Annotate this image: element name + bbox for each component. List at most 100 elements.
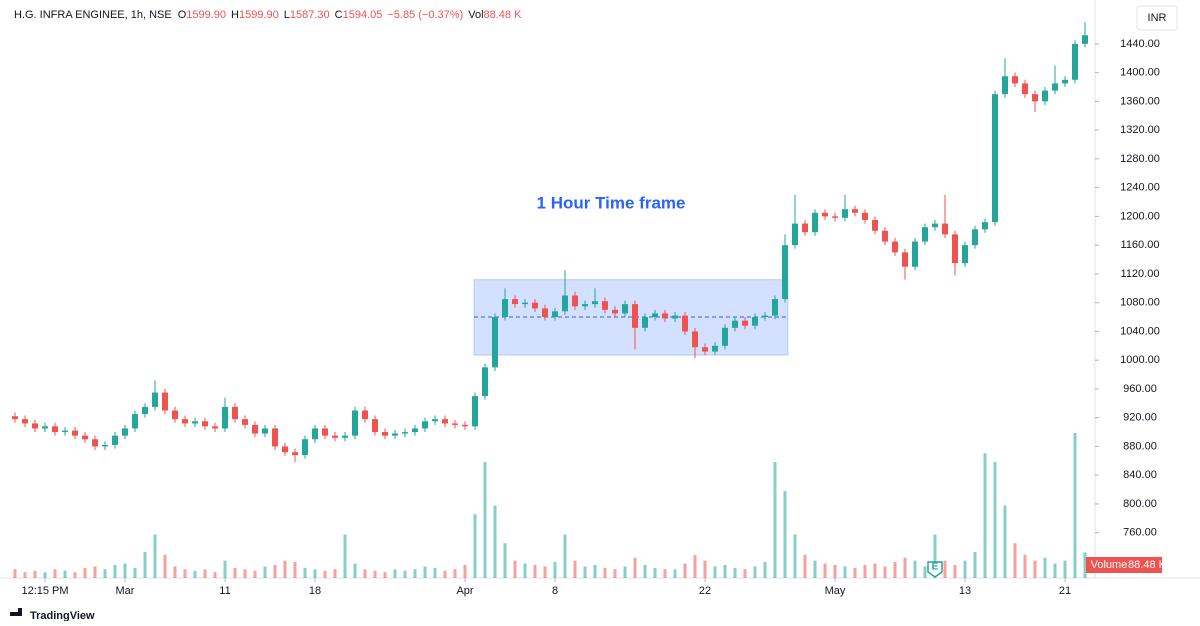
candle-body — [392, 433, 398, 436]
candle-body — [372, 419, 378, 433]
volume-bar — [373, 570, 377, 578]
y-tick-label: 1280.00 — [1120, 153, 1160, 165]
volume-bar — [973, 551, 977, 578]
candle-body — [172, 410, 178, 420]
earnings-marker — [927, 561, 943, 578]
candle-body — [682, 315, 688, 332]
volume-bar — [543, 566, 547, 578]
volume-bar — [693, 554, 697, 578]
candle-body — [902, 252, 908, 267]
y-tick-label: 1240.00 — [1120, 182, 1160, 194]
candle-body — [12, 416, 18, 420]
candle-body — [882, 230, 888, 242]
candle-body — [122, 428, 128, 436]
volume-bar — [653, 567, 657, 578]
candle-body — [472, 396, 478, 427]
candle-body — [482, 367, 488, 397]
volume-bar — [23, 572, 27, 578]
y-tick-label: 800.00 — [1123, 498, 1157, 510]
volume-bar — [53, 569, 57, 578]
candle-body — [632, 304, 638, 328]
volume-bar — [893, 562, 897, 578]
candle-body — [232, 406, 238, 420]
candle-body — [592, 301, 598, 305]
y-tick-label: 880.00 — [1123, 440, 1157, 452]
legend-item: 1594.05 — [343, 9, 383, 21]
volume-bar — [993, 462, 997, 578]
volume-bar — [333, 569, 337, 578]
volume-bar — [943, 560, 947, 578]
logo-icon — [10, 608, 22, 616]
volume-bar — [33, 570, 37, 578]
volume-bar — [273, 564, 277, 578]
candle-body — [962, 245, 968, 264]
legend-item: 88.48 K — [484, 9, 523, 21]
volume-bar — [103, 569, 107, 578]
volume-bar — [83, 567, 87, 578]
candle-body — [642, 317, 648, 328]
candle-body — [1002, 76, 1008, 95]
candle-body — [522, 302, 528, 305]
candle-body — [762, 315, 768, 318]
currency-box[interactable] — [1136, 5, 1178, 31]
volume-bar — [243, 569, 247, 578]
candle-body — [1072, 43, 1078, 80]
earnings-label: E — [932, 562, 939, 573]
candle-body — [462, 424, 468, 427]
candle-body — [562, 295, 568, 312]
candle-body — [832, 216, 838, 218]
volume-bar — [93, 566, 97, 578]
y-tick-label: 1400.00 — [1120, 67, 1160, 79]
y-tick-label: 920.00 — [1123, 412, 1157, 424]
candle-body — [722, 327, 728, 346]
candle-body — [862, 212, 868, 220]
volume-bar — [883, 566, 887, 578]
y-tick-label: 1440.00 — [1120, 38, 1160, 50]
volume-bar — [1033, 560, 1037, 578]
candle-body — [282, 446, 288, 453]
candle-body — [362, 410, 368, 420]
candle-body — [582, 304, 588, 307]
y-tick-label: 1080.00 — [1120, 297, 1160, 309]
candle-body — [692, 331, 698, 348]
candle-body — [102, 445, 108, 447]
x-tick-label: Mar — [116, 585, 135, 597]
candle-body — [802, 223, 808, 233]
candle-body — [992, 94, 998, 223]
y-tick-label: 1320.00 — [1120, 124, 1160, 136]
x-tick-label: 11 — [219, 585, 230, 597]
volume-bar — [343, 534, 347, 578]
volume-bar — [463, 564, 467, 578]
x-tick-label: 22 — [699, 585, 711, 597]
y-tick-label: 1360.00 — [1120, 95, 1160, 107]
y-tick-label: 840.00 — [1123, 469, 1157, 481]
x-tick-label: 13 — [959, 585, 971, 597]
volume-bar — [203, 569, 207, 578]
candle-body — [332, 435, 338, 438]
legend-item: H.G. INFRA ENGINEE, 1h, NSE — [14, 9, 172, 21]
candle-body — [792, 223, 798, 246]
volume-bar — [473, 514, 477, 578]
volume-bar — [523, 563, 527, 578]
volume-bar — [63, 570, 67, 578]
x-tick-label: Apr — [456, 585, 473, 597]
candle-body — [982, 222, 988, 230]
legend-item: C — [335, 9, 343, 21]
candle-body — [972, 229, 978, 246]
volume-bar — [1043, 557, 1047, 578]
candle-body — [502, 299, 508, 318]
volume-bar — [643, 564, 647, 578]
candle-body — [292, 452, 298, 456]
volume-bar — [813, 560, 817, 578]
currency[interactable]: INR — [1148, 12, 1167, 24]
candle-body — [182, 419, 188, 424]
candle-body — [152, 392, 158, 407]
candle-body — [162, 392, 168, 411]
volume-bar — [753, 566, 757, 578]
volume-bar — [1003, 505, 1007, 578]
volume-bar — [313, 569, 317, 578]
candle-body — [712, 345, 718, 352]
candle-body — [552, 311, 558, 318]
y-tick-label: 1040.00 — [1120, 325, 1160, 337]
candle-body — [402, 432, 408, 434]
